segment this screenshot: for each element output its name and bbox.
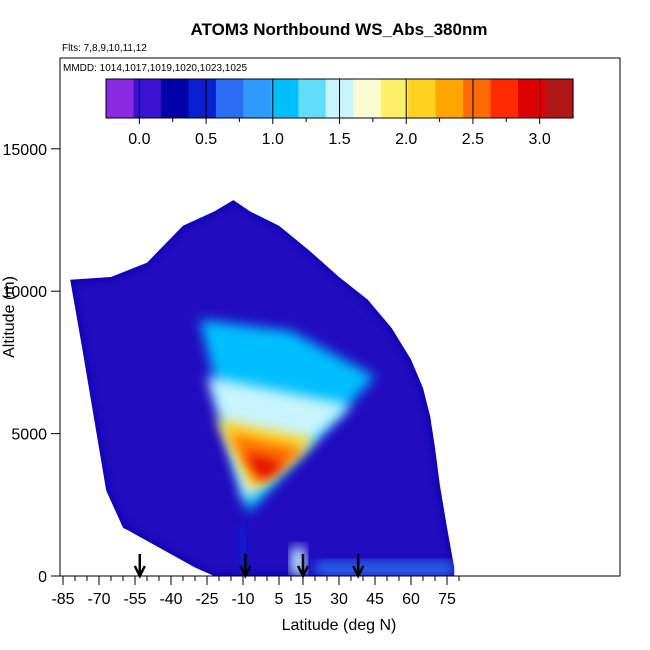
colorbar-swatch	[106, 79, 135, 118]
x-tick-label: -85	[51, 591, 74, 608]
x-tick-label: -70	[87, 591, 110, 608]
colorbar-swatch	[408, 79, 437, 118]
y-tick-label: 10000	[3, 284, 48, 301]
colorbar-swatch	[298, 79, 327, 118]
x-tick-label: -25	[195, 591, 218, 608]
colorbar-tick-label: 1.0	[262, 131, 284, 148]
colorbar-swatch	[545, 79, 574, 118]
x-axis-label: Latitude (deg N)	[282, 617, 397, 634]
x-tick-label: 45	[366, 591, 384, 608]
x-tick-label: 5	[275, 591, 284, 608]
x-tick-label: -55	[123, 591, 146, 608]
y-tick-label: 15000	[3, 142, 48, 159]
x-axis: -85 -70 -55 -40 -25 -10 5 15 30 45 60 75	[51, 576, 460, 608]
chart-title: ATOM3 Northbound WS_Abs_380nm	[191, 20, 488, 39]
colorbar-tick-label: 0.5	[195, 131, 217, 148]
x-tick-label: 15	[294, 591, 312, 608]
colorbar-swatch	[270, 79, 299, 118]
colorbar-swatch	[243, 79, 272, 118]
colorbar: 0.0 0.5 1.0 1.5 2.0 2.5 3.0	[105, 78, 574, 148]
x-tick-label: 75	[438, 591, 456, 608]
y-tick-label: 5000	[11, 427, 47, 444]
colorbar-swatch	[215, 79, 244, 118]
colorbar-tick-label: 1.5	[328, 131, 350, 148]
heatmap-plume-4	[243, 453, 287, 480]
colorbar-swatch	[353, 79, 382, 118]
x-tick-label: -40	[159, 591, 182, 608]
heatmap-column-6	[238, 524, 248, 576]
x-tick-label: 60	[402, 591, 420, 608]
colorbar-swatch	[380, 79, 409, 118]
colorbar-tick-label: 0.0	[128, 131, 150, 148]
x-tick-label: -10	[231, 591, 254, 608]
y-tick-label: 0	[38, 569, 47, 586]
y-axis: 0 5000 10000 15000	[3, 142, 60, 586]
heatmap-plume-3	[228, 433, 306, 485]
plot-frame	[59, 57, 621, 577]
colorbar-swatch	[463, 79, 492, 118]
dates-subtitle: MMDD: 1014,1017,1019,1020,1023,1025	[63, 63, 247, 74]
colorbar-swatch	[188, 79, 217, 118]
colorbar-swatch	[435, 79, 464, 118]
colorbar-tick-label: 2.5	[462, 131, 484, 148]
colorbar-swatch	[490, 79, 519, 118]
colorbar-tick-label: 2.0	[395, 131, 417, 148]
y-axis-label: Altitude (m)	[1, 276, 18, 358]
colorbar-tick-label: 3.0	[529, 131, 551, 148]
colorbar-swatch	[518, 79, 547, 118]
x-tick-label: 30	[330, 591, 348, 608]
flights-subtitle: Flts: 7,8,9,10,11,12	[62, 43, 147, 54]
heatmap-band-7	[315, 561, 455, 576]
colorbar-swatch	[133, 79, 162, 118]
colorbar-swatch	[160, 79, 190, 118]
